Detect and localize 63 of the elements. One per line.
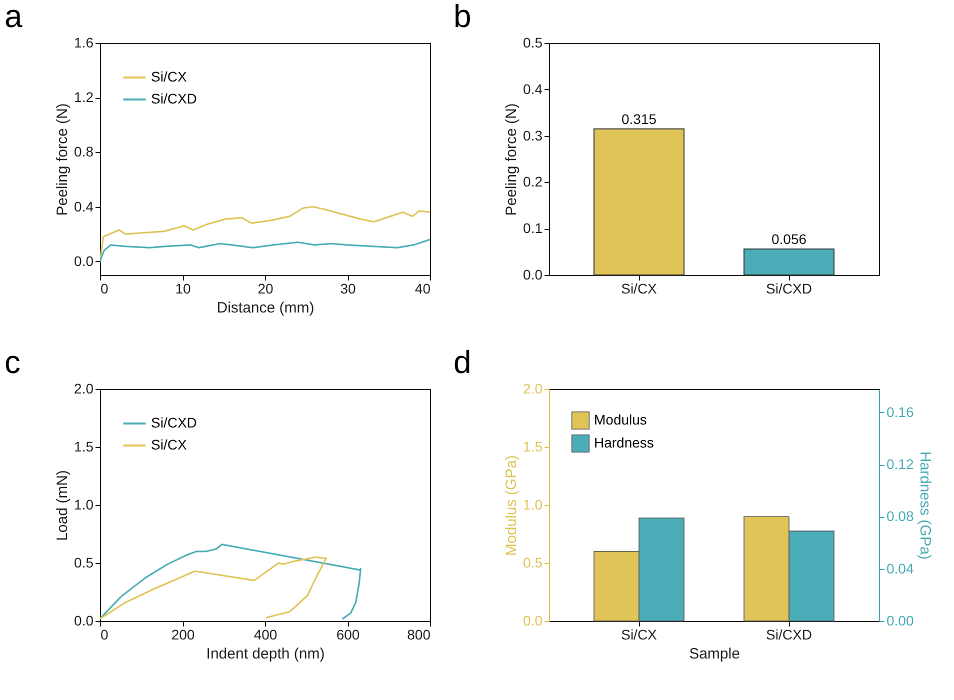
y-tick-label: 0.4 [523, 80, 543, 97]
x-tick-label: Si/CXD [766, 626, 812, 642]
y-tick-label: 0.1 [523, 220, 543, 236]
y-tick-label: 0.3 [523, 127, 543, 144]
x-axis-title: Indent depth (nm) [206, 646, 325, 662]
y-tick-label: 1.5 [523, 438, 543, 454]
x-tick-label: 400 [254, 626, 278, 642]
line-series [100, 544, 362, 620]
legend-label: Si/CX [151, 436, 188, 452]
y-tick-label: 2.0 [74, 380, 94, 396]
x-tick-label: Si/CX [621, 626, 658, 642]
x-tick-label: 800 [407, 626, 431, 642]
y2-axis-title: Hardness (GPa) [916, 451, 934, 560]
y-tick-label: 0.4 [74, 198, 94, 214]
y2-tick-label: 0.12 [886, 456, 914, 472]
x-tick-label: 10 [175, 280, 191, 296]
y-tick-label: 0.8 [74, 144, 94, 160]
y2-tick-label: 0.00 [886, 612, 914, 628]
y-axis-title: Load (mN) [54, 470, 72, 541]
y-tick-label: 1.0 [523, 496, 543, 512]
x-tick-label: 600 [336, 626, 360, 642]
chart-title: a [4, 0, 23, 34]
y-tick-label: 0.5 [74, 554, 94, 570]
y-tick-label: 0.0 [74, 252, 94, 269]
x-tick-label: 20 [258, 280, 274, 296]
y-tick-label: 2.0 [523, 380, 543, 396]
y-tick-label: 1.0 [74, 496, 94, 512]
x-tick-label: 30 [340, 280, 356, 296]
legend-label: Si/CX [151, 68, 188, 84]
legend-label: Hardness [594, 434, 654, 450]
y2-tick-label: 0.08 [886, 508, 914, 524]
chart-title: d [454, 344, 472, 380]
x-tick-label: 0 [100, 626, 108, 642]
y-axis-title: Peeling force (N) [503, 103, 520, 216]
x-tick-label: Si/CXD [766, 280, 812, 296]
y-tick-label: 0.0 [523, 612, 543, 628]
chart-title: b [454, 0, 472, 34]
x-axis-title: Distance (mm) [216, 300, 314, 316]
line-series [100, 556, 327, 620]
y-tick-label: 0.5 [523, 34, 543, 50]
data-label: 0.056 [771, 231, 807, 248]
y-tick-label: 0.2 [523, 174, 543, 190]
y-tick-label: 0.0 [74, 612, 94, 628]
line-series [100, 238, 430, 262]
legend-label: Modulus [594, 412, 647, 428]
x-tick-label: 200 [171, 626, 195, 642]
y-tick-label: 1.6 [74, 34, 94, 50]
y2-tick-label: 0.04 [886, 560, 914, 576]
x-tick-label: Si/CX [621, 280, 658, 296]
data-label: 0.315 [621, 110, 657, 127]
y-tick-label: 0.0 [523, 266, 543, 282]
y-tick-label: 1.5 [74, 438, 94, 454]
y-axis-title: Peeling force (N) [54, 103, 72, 216]
legend-label: Si/CXD [151, 414, 197, 430]
y2-tick-label: 0.16 [886, 404, 914, 420]
x-axis-title: Sample [689, 646, 740, 662]
chart-title: c [4, 344, 21, 380]
y-tick-label: 1.2 [74, 89, 94, 106]
y-axis-title: Modulus (GPa) [503, 455, 520, 556]
legend-label: Si/CXD [151, 90, 197, 106]
x-tick-label: 40 [414, 280, 431, 296]
y-tick-label: 0.5 [523, 554, 543, 570]
x-tick-label: 0 [100, 280, 108, 296]
